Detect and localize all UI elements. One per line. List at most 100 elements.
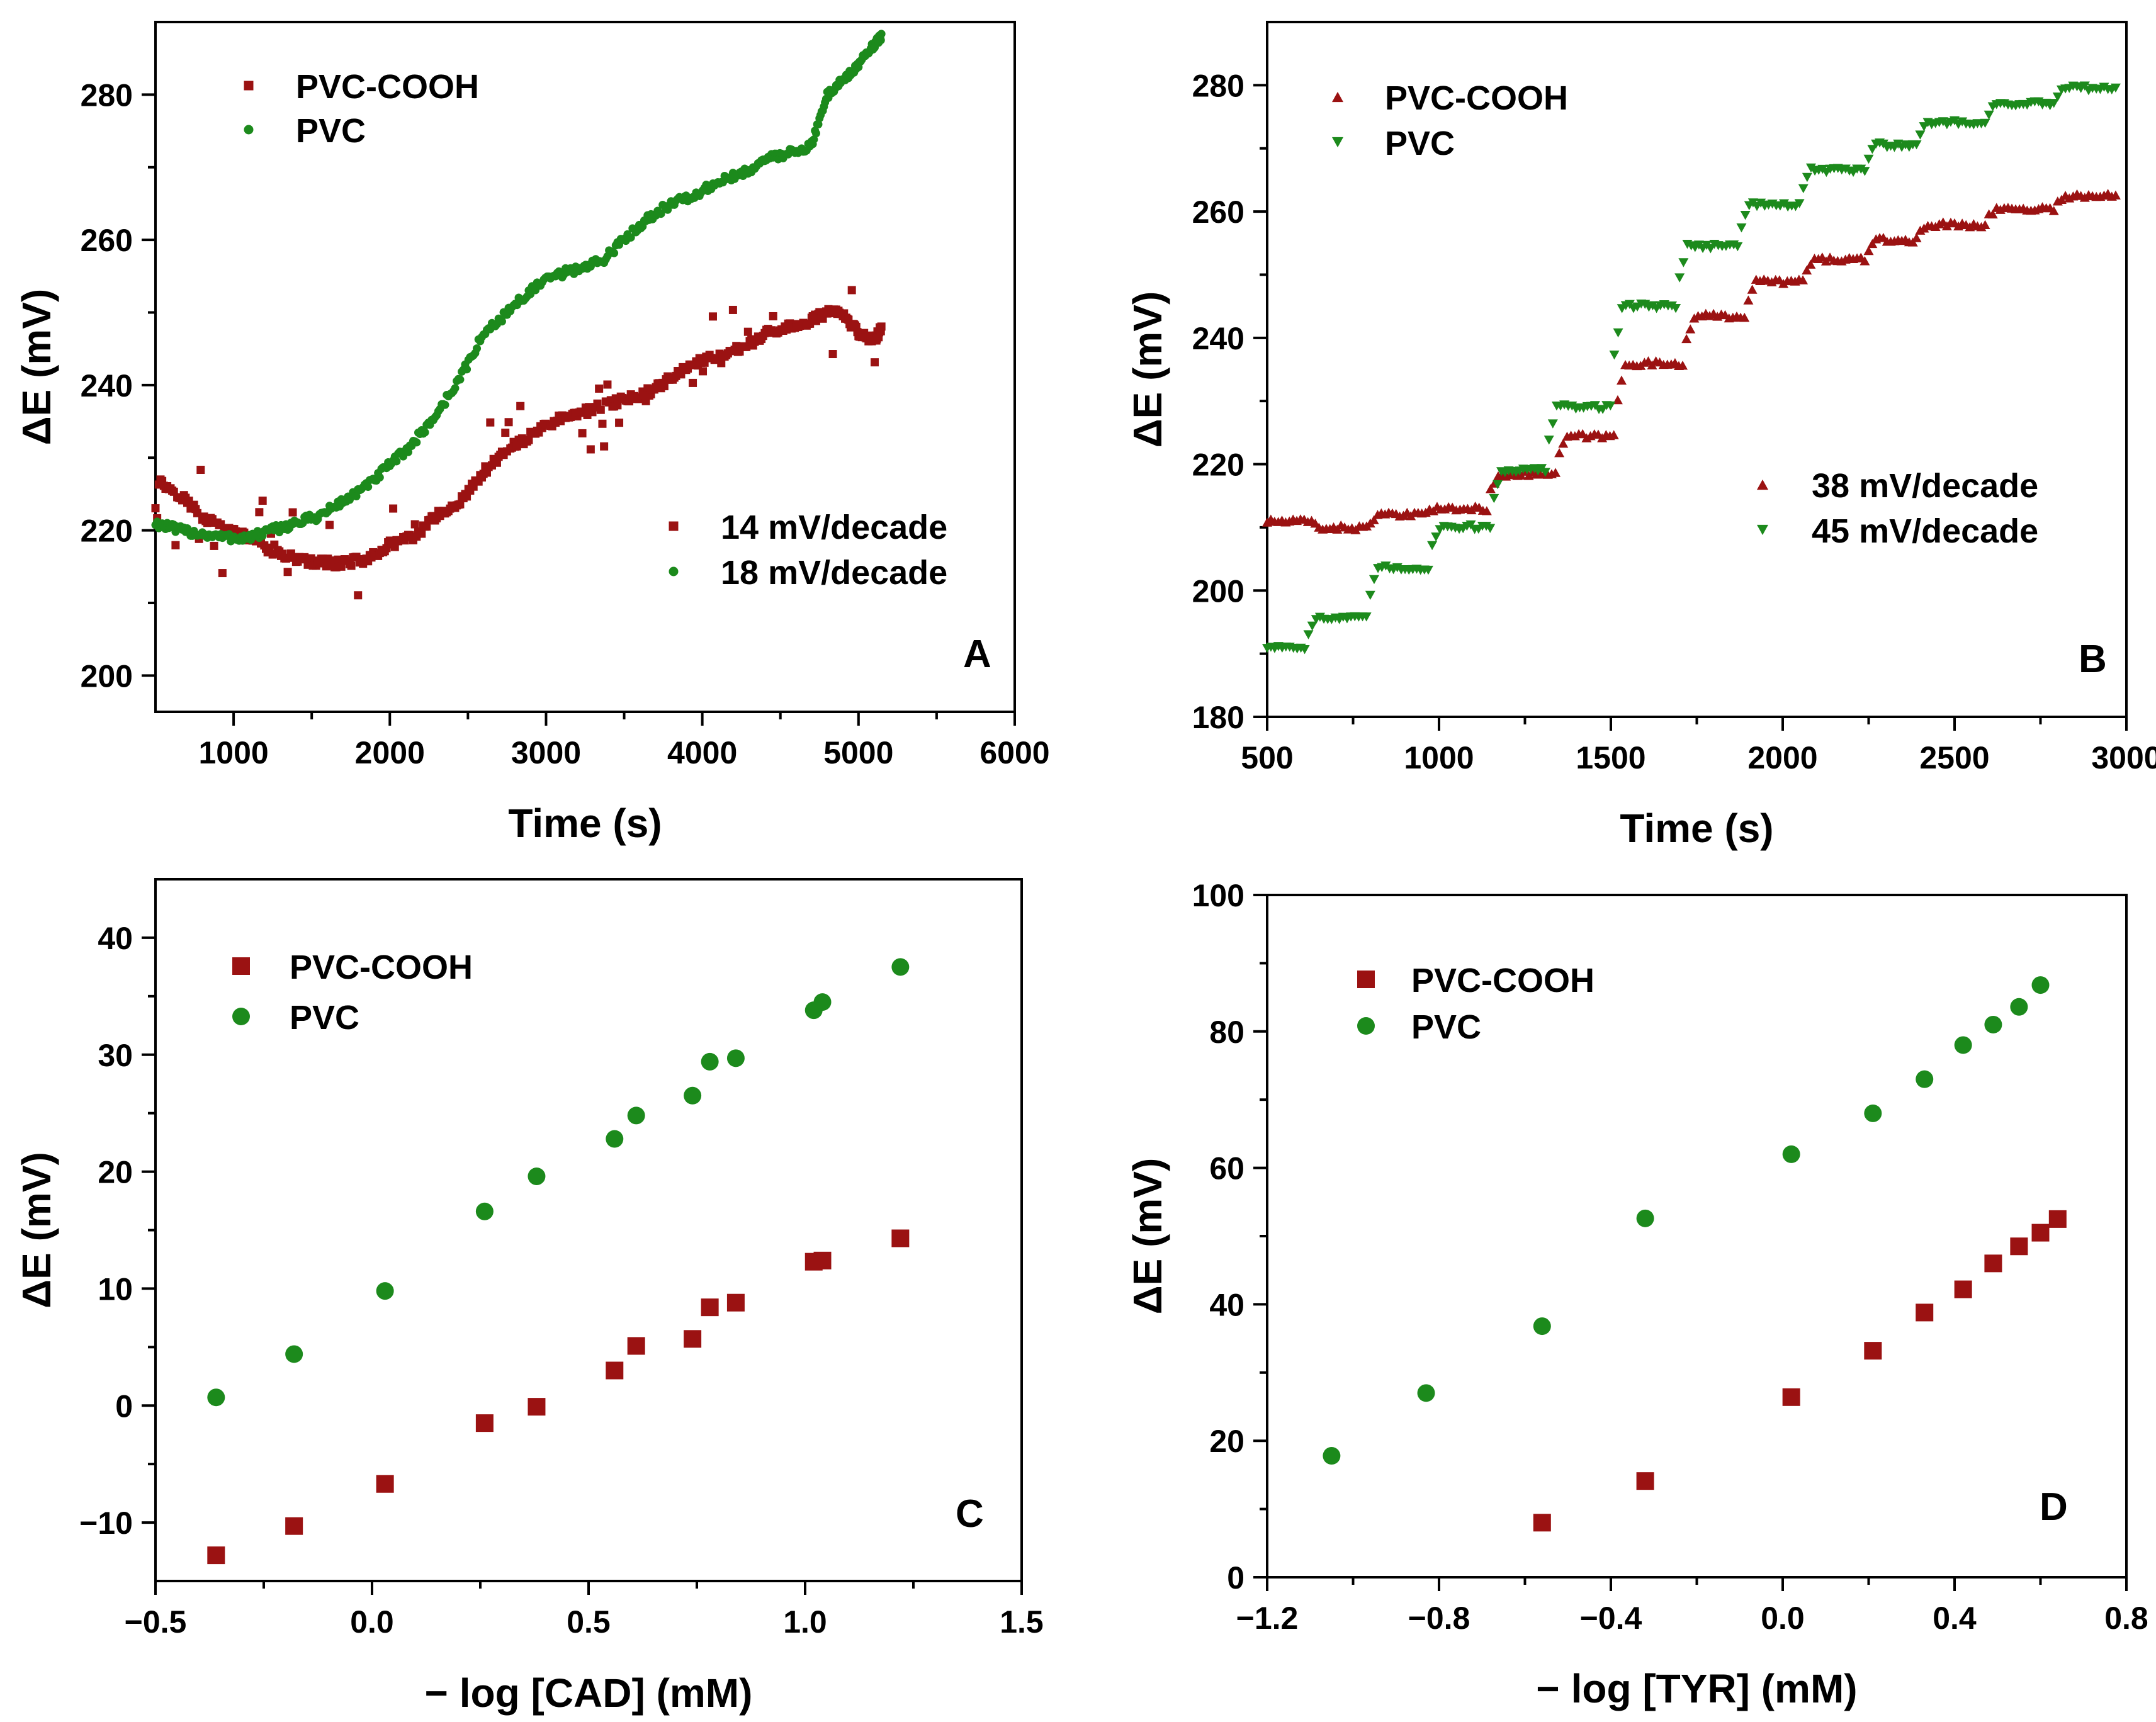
data-point xyxy=(171,541,180,549)
slope-annotation: 14 mV/decade xyxy=(721,509,947,546)
data-point xyxy=(1980,118,1990,128)
data-point xyxy=(2031,1224,2050,1242)
data-point xyxy=(441,400,449,409)
data-series-group xyxy=(151,30,886,600)
legend-label: PVC xyxy=(290,999,359,1037)
x-tick-label: 1000 xyxy=(198,735,268,770)
legend-marker xyxy=(1332,137,1343,148)
data-point xyxy=(410,520,419,529)
data-point xyxy=(701,1298,719,1317)
data-point xyxy=(1984,1254,2002,1273)
data-point xyxy=(1864,1104,1882,1122)
data-point xyxy=(613,401,622,410)
data-point xyxy=(504,418,513,427)
data-point xyxy=(255,508,264,517)
data-point xyxy=(392,457,401,466)
data-point xyxy=(828,350,837,359)
data-point xyxy=(420,428,429,437)
data-point xyxy=(1678,360,1688,370)
data-point xyxy=(1361,612,1372,622)
legend-marker xyxy=(244,125,254,135)
data-point xyxy=(364,483,373,492)
data-point xyxy=(1369,515,1379,524)
x-tick-label: 1.0 xyxy=(783,1604,827,1640)
data-point xyxy=(1860,256,1870,266)
data-point xyxy=(726,1049,745,1067)
data-point xyxy=(699,367,708,376)
data-point xyxy=(501,429,510,437)
data-point xyxy=(2031,976,2050,994)
data-point xyxy=(2010,998,2028,1016)
data-point xyxy=(1609,350,1620,360)
x-tick-label: 3000 xyxy=(511,735,581,770)
x-tick-label: 2000 xyxy=(1747,740,1817,775)
data-point xyxy=(1489,493,1499,504)
y-axis-title: ΔE (mV) xyxy=(14,289,59,446)
chart-panel-d: −1.2 −0.8 −0.4 0.0 0.4 0.8 0 20 40 60 80 100 − log [… xyxy=(1125,878,2148,1711)
y-tick-label: 220 xyxy=(81,514,133,549)
data-point xyxy=(2079,81,2090,91)
data-point xyxy=(1540,468,1550,477)
data-point xyxy=(1613,328,1623,338)
x-tick-label: 1.5 xyxy=(1000,1604,1044,1640)
data-point xyxy=(1616,375,1627,385)
x-tick-label: 0.4 xyxy=(1933,1601,1977,1636)
data-point xyxy=(1608,430,1619,439)
x-tick-label: −0.5 xyxy=(125,1604,187,1640)
data-point xyxy=(1636,1472,1654,1490)
x-tick-label: −0.4 xyxy=(1580,1601,1642,1636)
data-point xyxy=(657,210,665,218)
y-tick-label: 280 xyxy=(1192,68,1244,103)
x-tick-label: 6000 xyxy=(979,735,1049,770)
data-point xyxy=(596,405,605,414)
panel-label: A xyxy=(963,633,991,676)
data-point xyxy=(728,305,737,314)
data-point xyxy=(877,322,886,331)
data-point xyxy=(258,496,267,505)
plot-frame xyxy=(1266,894,2128,1578)
data-point xyxy=(1766,277,1777,286)
data-point xyxy=(288,508,297,517)
data-point xyxy=(743,327,752,336)
data-point xyxy=(1554,448,1565,458)
y-tick-label: 240 xyxy=(1192,321,1244,356)
y-tick-label: −10 xyxy=(79,1505,133,1541)
data-point xyxy=(708,312,717,321)
data-point xyxy=(2110,190,2121,200)
data-point xyxy=(1863,245,1874,256)
data-point xyxy=(1481,506,1492,515)
data-point xyxy=(404,447,413,456)
data-point xyxy=(1856,164,1866,174)
plot-frame xyxy=(154,21,1016,713)
y-axis-title: ΔE (mV) xyxy=(14,1152,59,1308)
legend-marker xyxy=(1332,91,1343,103)
x-axis-title: − log [CAD] (mM) xyxy=(425,1670,753,1716)
data-point xyxy=(2010,1237,2028,1256)
data-point xyxy=(1860,167,1870,176)
data-point xyxy=(1465,520,1476,530)
data-point xyxy=(2110,83,2121,93)
data-point xyxy=(528,1168,546,1186)
data-point xyxy=(684,1330,702,1348)
legend-label: PVC-COOH xyxy=(290,948,473,986)
y-tick-label: 10 xyxy=(98,1271,133,1307)
slope-annotation: 38 mV/decade xyxy=(1812,467,2038,505)
data-point xyxy=(627,1337,645,1355)
legend-marker xyxy=(232,957,250,975)
chart-panel-b: 500 1000 1500 2000 2500 3000 180 200 220 240 260 28… xyxy=(1125,21,2156,851)
y-tick-label: 220 xyxy=(1192,447,1244,483)
data-point xyxy=(1303,630,1314,639)
y-tick-label: 200 xyxy=(1192,573,1244,609)
data-point xyxy=(2048,99,2059,108)
data-point xyxy=(463,365,471,374)
data-point xyxy=(1987,209,1998,219)
slope-annotation: 45 mV/decade xyxy=(1812,512,2038,550)
data-point xyxy=(1782,1388,1800,1406)
data-point xyxy=(1916,1070,1934,1088)
data-point xyxy=(1916,1303,1934,1322)
data-point xyxy=(325,521,334,529)
x-axis-title: Time (s) xyxy=(508,801,662,846)
data-point xyxy=(1732,242,1743,252)
data-point xyxy=(193,509,201,517)
data-point xyxy=(813,1251,832,1269)
